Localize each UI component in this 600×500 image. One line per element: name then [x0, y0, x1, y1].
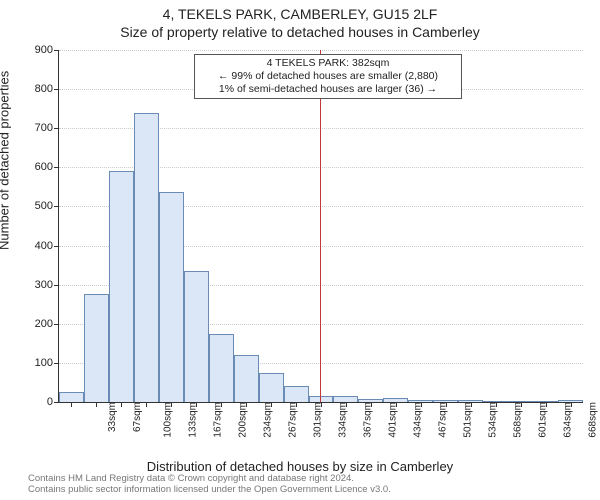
xtick-mark [396, 402, 397, 407]
ytick-label: 300 [35, 279, 59, 291]
xtick-label: 668sqm [585, 402, 598, 438]
histogram-bar [109, 171, 134, 402]
xtick-mark [221, 402, 222, 407]
xtick-mark [271, 402, 272, 407]
xtick-label: 100sqm [161, 402, 174, 438]
xtick-mark [146, 402, 147, 407]
xtick-label: 67sqm [130, 402, 143, 432]
xtick-label: 301sqm [311, 402, 324, 438]
xtick-label: 367sqm [361, 402, 374, 438]
xtick-label: 534sqm [485, 402, 498, 438]
xtick-label: 33sqm [105, 402, 118, 432]
ytick-label: 400 [35, 240, 59, 252]
xtick-label: 601sqm [535, 402, 548, 438]
xtick-mark [71, 402, 72, 407]
footnote-line1: Contains HM Land Registry data © Crown c… [28, 473, 354, 484]
xtick-mark [421, 402, 422, 407]
annotation-line3: 1% of semi-detached houses are larger (3… [201, 83, 455, 96]
xtick-label: 501sqm [460, 402, 473, 438]
xtick-label: 167sqm [211, 402, 224, 438]
xtick-mark [496, 402, 497, 407]
annotation-box: 4 TEKELS PARK: 382sqm← 99% of detached h… [194, 54, 462, 99]
xtick-label: 334sqm [336, 402, 349, 438]
histogram-bar [159, 192, 184, 402]
xtick-mark [571, 402, 572, 407]
ytick-label: 100 [35, 357, 59, 369]
histogram-bar [259, 373, 284, 402]
xtick-label: 267sqm [286, 402, 299, 438]
xtick-mark [446, 402, 447, 407]
xtick-label: 434sqm [410, 402, 423, 438]
xtick-label: 133sqm [186, 402, 199, 438]
annotation-line2: ← 99% of detached houses are smaller (2,… [201, 70, 455, 83]
x-axis-label: Distribution of detached houses by size … [0, 459, 600, 474]
xtick-mark [246, 402, 247, 407]
xtick-mark [521, 402, 522, 407]
chart-title-line1: 4, TEKELS PARK, CAMBERLEY, GU15 2LF [0, 6, 600, 22]
xtick-mark [321, 402, 322, 407]
xtick-mark [121, 402, 122, 407]
chart-title-line2: Size of property relative to detached ho… [0, 24, 600, 40]
xtick-mark [196, 402, 197, 407]
footnote-line2: Contains public sector information licen… [28, 484, 391, 495]
xtick-mark [346, 402, 347, 407]
ytick-label: 500 [35, 200, 59, 212]
ytick-label: 200 [35, 318, 59, 330]
y-axis-label: Number of detached properties [0, 71, 12, 250]
ytick-label: 0 [47, 396, 59, 408]
footnote: Contains HM Land Registry data © Crown c… [28, 474, 391, 496]
xtick-mark [371, 402, 372, 407]
histogram-bar [284, 386, 309, 402]
xtick-label: 234sqm [261, 402, 274, 438]
histogram-bar [209, 334, 234, 402]
ytick-label: 600 [35, 161, 59, 173]
ytick-label: 700 [35, 122, 59, 134]
xtick-mark [471, 402, 472, 407]
xtick-mark [96, 402, 97, 407]
annotation-line1: 4 TEKELS PARK: 382sqm [201, 57, 455, 70]
ytick-label: 800 [35, 83, 59, 95]
ytick-label: 900 [35, 44, 59, 56]
marker-line [320, 50, 321, 402]
xtick-mark [296, 402, 297, 407]
plot-area: 010020030040050060070080090033sqm67sqm10… [58, 50, 583, 403]
xtick-mark [546, 402, 547, 407]
histogram-bar [59, 392, 84, 402]
xtick-label: 568sqm [510, 402, 523, 438]
histogram-bar [84, 294, 109, 402]
histogram-bar [134, 113, 159, 402]
xtick-label: 634sqm [560, 402, 573, 438]
xtick-mark [171, 402, 172, 407]
chart-container: 4, TEKELS PARK, CAMBERLEY, GU15 2LF Size… [0, 0, 600, 500]
xtick-label: 467sqm [435, 402, 448, 438]
histogram-bar [234, 355, 259, 402]
histogram-bar [184, 271, 209, 402]
xtick-label: 401sqm [386, 402, 399, 438]
xtick-label: 200sqm [236, 402, 249, 438]
